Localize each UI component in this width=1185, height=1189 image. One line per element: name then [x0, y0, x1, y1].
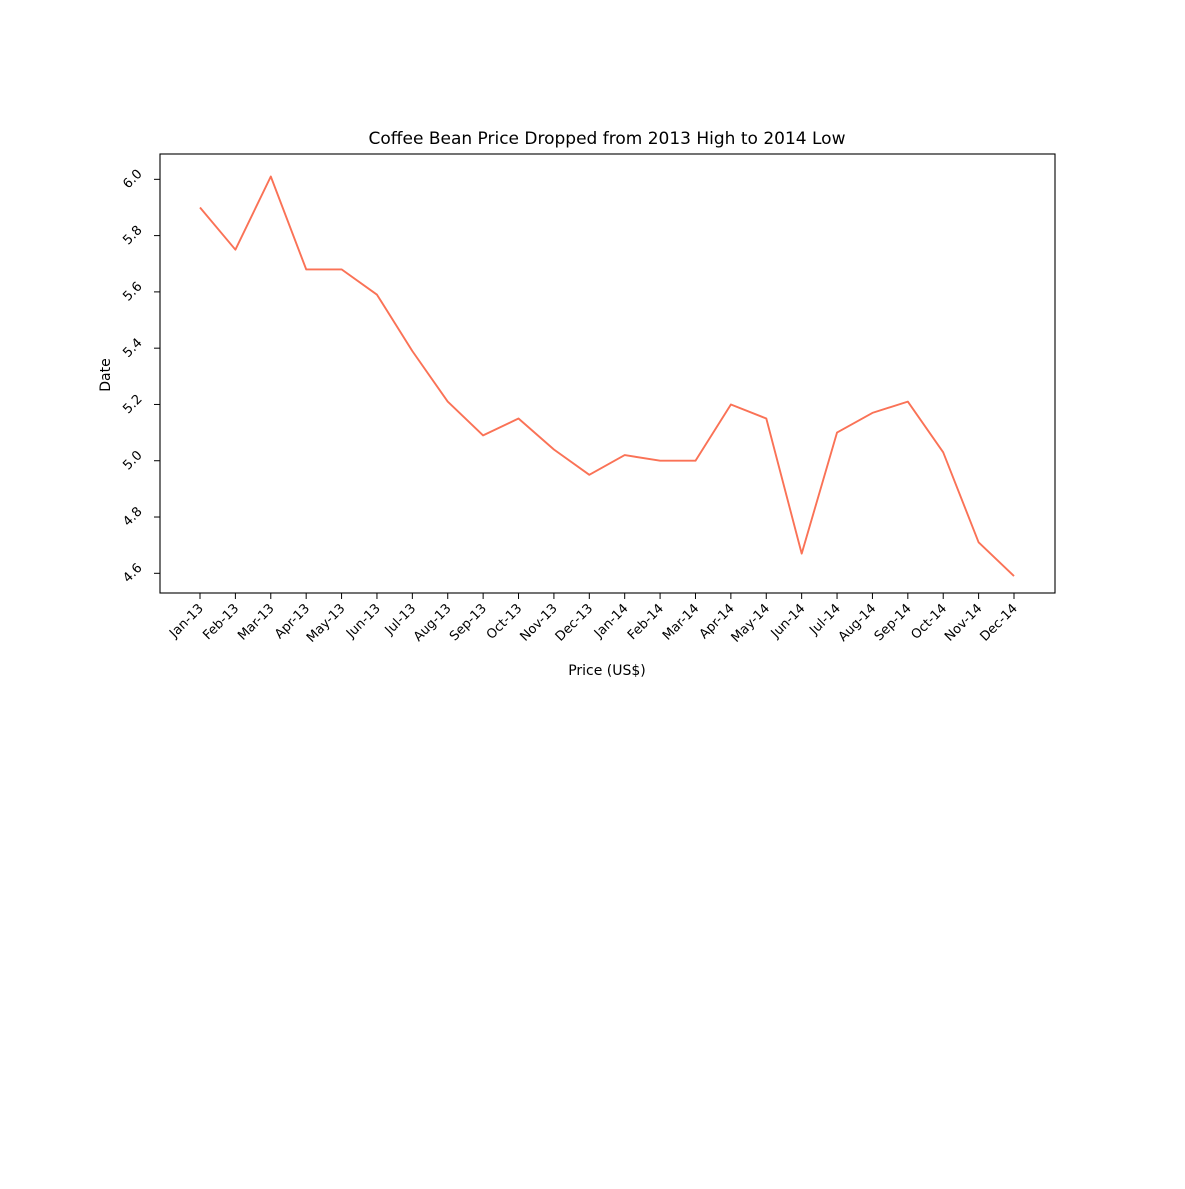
- chart-title: Coffee Bean Price Dropped from 2013 High…: [369, 129, 846, 149]
- x-axis-label: Price (US$): [568, 663, 646, 679]
- plot-area: [199, 175, 1015, 577]
- price-line-series: [199, 175, 1015, 577]
- y-axis-label: Date: [98, 358, 114, 391]
- axes-frame: [159, 153, 1056, 594]
